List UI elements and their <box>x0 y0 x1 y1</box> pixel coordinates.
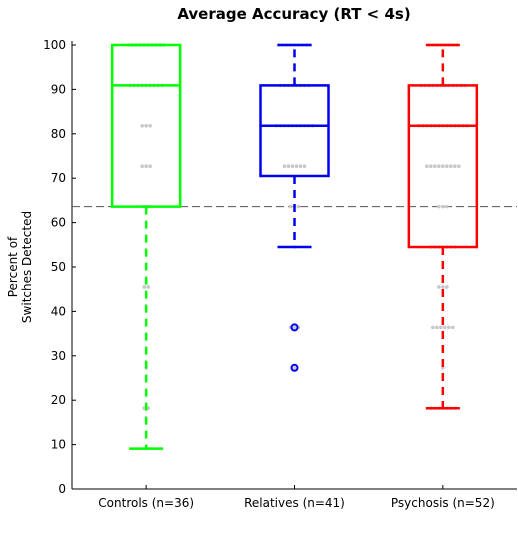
y-tick-label: 30 <box>51 349 66 363</box>
box-group <box>110 43 182 451</box>
data-point <box>282 164 287 169</box>
y-tick-label: 0 <box>58 482 66 496</box>
data-point <box>441 204 445 209</box>
data-point <box>433 164 437 169</box>
y-tick-label: 40 <box>51 304 66 318</box>
data-point <box>445 164 449 169</box>
data-point <box>146 285 150 289</box>
data-point <box>292 365 297 370</box>
x-tick-label: Controls (n=36) <box>98 496 194 510</box>
data-point <box>144 124 148 128</box>
data-point <box>288 204 293 209</box>
x-tick-label: Relatives (n=41) <box>244 496 345 510</box>
data-point <box>144 164 148 169</box>
outlier-marker <box>290 323 299 332</box>
data-point <box>148 164 152 169</box>
data-point <box>437 204 441 209</box>
y-tick-label: 90 <box>51 82 66 96</box>
data-point <box>429 164 433 169</box>
y-tick-label: 100 <box>43 38 66 52</box>
data-point <box>445 285 449 289</box>
plot-area: 0 10 20 30 40 50 60 70 80 90 100 Controls (n=36) Rel… <box>43 38 517 510</box>
data-point <box>286 164 291 169</box>
data-point <box>425 164 429 169</box>
data-point <box>140 124 144 128</box>
x-tick-label: Psychosis (n=52) <box>391 496 495 510</box>
y-tick-label: 80 <box>51 127 66 141</box>
iqr-box <box>259 84 330 178</box>
data-point <box>437 164 441 169</box>
data-point <box>292 325 297 330</box>
data-point <box>298 164 303 169</box>
data-point <box>445 204 449 209</box>
data-point <box>451 325 455 330</box>
data-point <box>449 164 453 169</box>
box-group <box>259 43 330 372</box>
y-tick-label: 50 <box>51 260 66 274</box>
data-point <box>441 164 445 169</box>
y-axis-label-line-1: Percent of <box>6 236 20 297</box>
data-point <box>296 204 301 209</box>
y-tick-label: 70 <box>51 171 66 185</box>
y-tick-label: 20 <box>51 393 66 407</box>
data-point <box>441 285 445 289</box>
iqr-box <box>110 43 182 208</box>
chart-title: Average Accuracy (RT < 4s) <box>177 5 410 23</box>
data-point <box>302 164 307 169</box>
data-point <box>431 325 435 330</box>
data-point <box>140 164 144 169</box>
box-group <box>407 43 479 410</box>
data-point <box>437 285 441 289</box>
y-tick-label: 60 <box>51 216 66 230</box>
y-tick-label: 10 <box>51 438 66 452</box>
data-point <box>447 325 451 330</box>
data-point <box>453 164 457 169</box>
data-point <box>457 164 461 169</box>
iqr-box <box>407 84 479 249</box>
data-point <box>294 164 299 169</box>
data-point <box>290 164 295 169</box>
y-axis-label: Percent of Switches Detected <box>6 211 34 323</box>
data-point <box>148 124 152 128</box>
y-axis-label-line-2: Switches Detected <box>20 211 34 323</box>
data-point <box>435 325 439 330</box>
data-point <box>439 325 443 330</box>
data-point <box>142 285 146 289</box>
outlier-marker <box>290 363 299 372</box>
data-point <box>443 325 447 330</box>
